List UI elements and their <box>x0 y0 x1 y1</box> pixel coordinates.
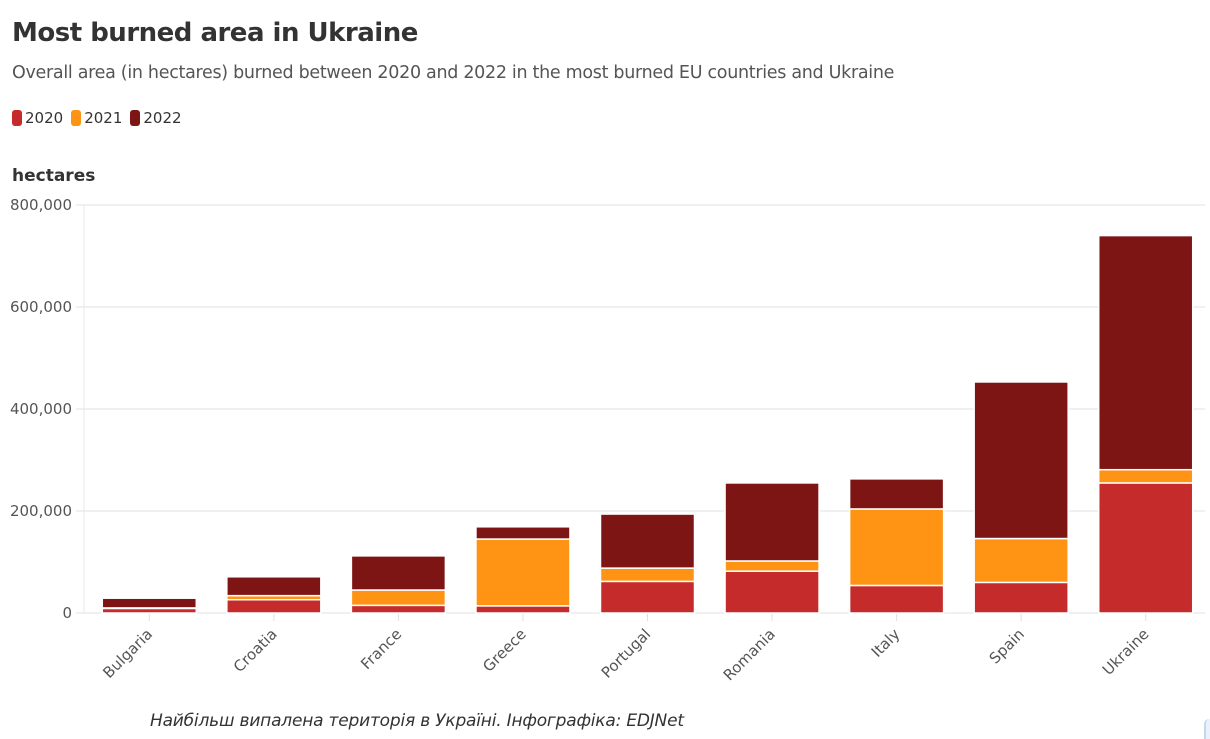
bar-spain-2022[interactable] <box>973 381 1069 540</box>
x-axis-ticks: Bulgaria Croatia France Greece Portugal Roman… <box>99 614 1153 684</box>
bar-group-romania <box>724 482 820 614</box>
corner-widget[interactable] <box>1204 719 1210 739</box>
bar-greece-2020[interactable] <box>475 605 571 614</box>
bars <box>101 234 1194 614</box>
bar-spain-2021[interactable] <box>973 537 1069 584</box>
bar-italy-2021[interactable] <box>848 508 945 587</box>
bar-romania-2020[interactable] <box>724 570 820 614</box>
legend-item-2020[interactable]: 2020 <box>12 109 63 127</box>
bar-portugal-2020[interactable] <box>599 580 696 614</box>
x-tick-label-croatia: Croatia <box>230 625 281 676</box>
y-axis-ticks: 0 200,000 400,000 600,000 800,000 <box>10 196 72 622</box>
figure-caption: Найбільш випалена територія в Україні. І… <box>150 711 684 731</box>
x-tick-label-france: France <box>357 625 405 673</box>
x-tick-label-spain: Spain <box>986 625 1028 667</box>
bar-portugal-2022[interactable] <box>599 513 696 569</box>
y-tick-label: 0 <box>62 604 72 622</box>
bar-france-2021[interactable] <box>350 589 447 607</box>
bar-ukraine-2022[interactable] <box>1097 234 1194 471</box>
x-tick-label-portugal: Portugal <box>598 625 655 682</box>
bar-italy-2022[interactable] <box>848 478 945 510</box>
y-tick-label: 600,000 <box>10 298 72 316</box>
legend-label-2020: 2020 <box>25 109 64 127</box>
y-axis-title: hectares <box>12 166 96 186</box>
legend-swatch-2020 <box>12 110 22 126</box>
bar-group-france <box>350 555 447 614</box>
bar-ukraine-2021[interactable] <box>1097 468 1194 484</box>
bar-greece-2021[interactable] <box>475 538 571 607</box>
bar-group-portugal <box>599 513 696 614</box>
legend-item-2022[interactable]: 2022 <box>130 109 182 127</box>
bar-ukraine-2020[interactable] <box>1097 482 1194 614</box>
bar-group-ukraine <box>1097 234 1194 614</box>
bar-group-spain <box>973 381 1069 614</box>
bar-croatia-2020[interactable] <box>226 598 322 614</box>
chart-title: Most burned area in Ukraine <box>12 18 418 48</box>
legend-swatch-2021 <box>71 110 82 126</box>
legend: 2020 2021 2022 <box>12 109 182 127</box>
x-tick-label-greece: Greece <box>479 625 529 675</box>
bar-france-2022[interactable] <box>350 555 447 591</box>
stacked-bar-chart: 0 200,000 400,000 600,000 800,000 Bulgaria Cr… <box>10 196 1205 684</box>
bar-bulgaria-2022[interactable] <box>101 597 198 609</box>
bar-greece-2022[interactable] <box>475 526 571 540</box>
y-tick-label: 200,000 <box>10 502 72 520</box>
legend-swatch-2022 <box>130 110 141 126</box>
bar-group-bulgaria <box>101 597 198 614</box>
bar-group-greece <box>475 526 571 614</box>
y-tick-label: 800,000 <box>10 196 72 214</box>
legend-label-2022: 2022 <box>143 109 182 127</box>
x-tick-label-ukraine: Ukraine <box>1099 625 1153 679</box>
bar-romania-2021[interactable] <box>724 560 820 572</box>
bar-group-croatia <box>226 576 322 614</box>
legend-label-2021: 2021 <box>84 109 123 127</box>
bar-group-italy <box>848 478 945 614</box>
bar-france-2020[interactable] <box>350 604 447 614</box>
bar-romania-2022[interactable] <box>724 482 820 562</box>
x-tick-label-italy: Italy <box>868 625 904 661</box>
x-tick-label-romania: Romania <box>720 625 779 684</box>
bar-italy-2020[interactable] <box>848 584 945 614</box>
x-tick-label-bulgaria: Bulgaria <box>99 625 156 682</box>
chart-subtitle: Overall area (in hectares) burned betwee… <box>12 63 895 83</box>
legend-item-2021[interactable]: 2021 <box>71 109 122 127</box>
bar-portugal-2021[interactable] <box>599 567 696 583</box>
bar-croatia-2022[interactable] <box>226 576 322 597</box>
bar-spain-2020[interactable] <box>973 581 1069 614</box>
y-tick-label: 400,000 <box>10 400 72 418</box>
